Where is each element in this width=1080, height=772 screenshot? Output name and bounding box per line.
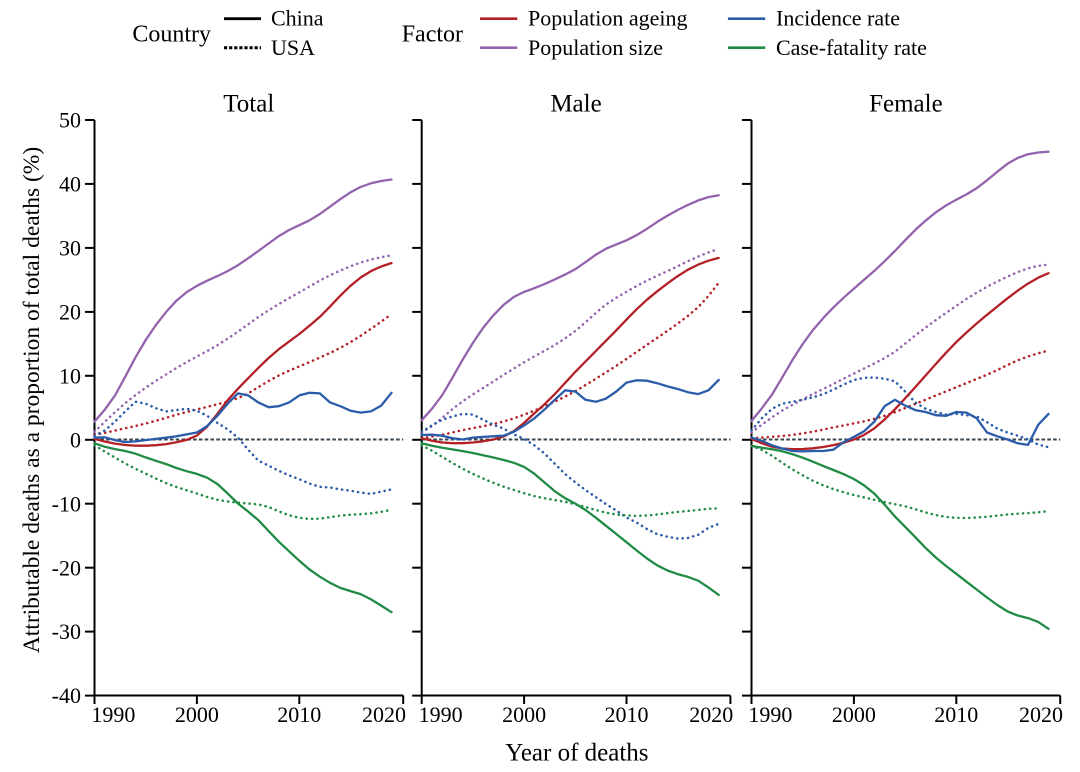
svg-text:Attributable deaths as a propo: Attributable deaths as a proportion of t… — [19, 147, 45, 653]
svg-text:2010: 2010 — [605, 702, 649, 727]
svg-text:Country: Country — [132, 21, 211, 47]
svg-text:Total: Total — [223, 90, 274, 117]
svg-text:2000: 2000 — [175, 702, 219, 727]
svg-text:Incidence rate: Incidence rate — [776, 5, 900, 30]
svg-text:-40: -40 — [52, 683, 81, 708]
svg-text:-20: -20 — [52, 555, 81, 580]
svg-text:40: 40 — [59, 172, 81, 197]
svg-text:-30: -30 — [52, 619, 81, 644]
svg-text:1990: 1990 — [91, 702, 135, 727]
svg-text:China: China — [271, 5, 324, 30]
svg-text:Female: Female — [869, 90, 943, 117]
svg-text:Population size: Population size — [528, 35, 663, 60]
svg-text:50: 50 — [59, 108, 81, 133]
svg-text:USA: USA — [271, 35, 315, 60]
svg-text:1990: 1990 — [419, 702, 463, 727]
svg-text:Year of deaths: Year of deaths — [505, 740, 648, 767]
svg-text:Male: Male — [550, 90, 601, 117]
svg-text:0: 0 — [70, 427, 81, 452]
svg-text:20: 20 — [59, 300, 81, 325]
svg-text:2000: 2000 — [502, 702, 546, 727]
svg-text:2010: 2010 — [277, 702, 321, 727]
svg-text:2020: 2020 — [1019, 702, 1063, 727]
svg-text:30: 30 — [59, 236, 81, 261]
svg-text:2020: 2020 — [362, 702, 406, 727]
svg-text:Population ageing: Population ageing — [528, 5, 687, 30]
svg-text:Factor: Factor — [402, 21, 463, 47]
svg-text:2000: 2000 — [832, 702, 876, 727]
svg-text:1990: 1990 — [748, 702, 792, 727]
svg-text:Case-fatality rate: Case-fatality rate — [776, 35, 927, 60]
svg-text:-10: -10 — [52, 491, 81, 516]
svg-text:2010: 2010 — [934, 702, 978, 727]
svg-text:2020: 2020 — [689, 702, 733, 727]
svg-text:10: 10 — [59, 363, 81, 388]
